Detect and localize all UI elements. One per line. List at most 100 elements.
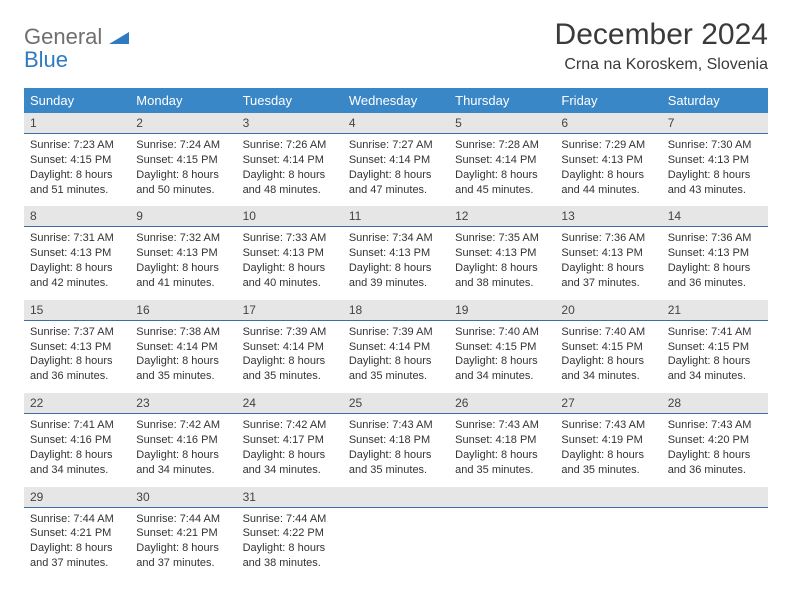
week-row: 1Sunrise: 7:23 AMSunset: 4:15 PMDaylight… bbox=[24, 113, 768, 206]
daylight-text: Daylight: 8 hours and 40 minutes. bbox=[243, 261, 337, 291]
sunset-text: Sunset: 4:15 PM bbox=[136, 153, 230, 168]
weekday-sunday: Sunday bbox=[24, 88, 130, 113]
sunrise-text: Sunrise: 7:42 AM bbox=[243, 418, 337, 433]
week-row: 8Sunrise: 7:31 AMSunset: 4:13 PMDaylight… bbox=[24, 206, 768, 299]
day-cell: 18Sunrise: 7:39 AMSunset: 4:14 PMDayligh… bbox=[343, 300, 449, 392]
sunrise-text: Sunrise: 7:44 AM bbox=[136, 512, 230, 527]
sunrise-text: Sunrise: 7:27 AM bbox=[349, 138, 443, 153]
sunset-text: Sunset: 4:13 PM bbox=[349, 246, 443, 261]
day-number: 6 bbox=[555, 113, 661, 134]
daylight-text: Daylight: 8 hours and 35 minutes. bbox=[243, 354, 337, 384]
day-info: Sunrise: 7:39 AMSunset: 4:14 PMDaylight:… bbox=[237, 321, 343, 392]
day-number: 7 bbox=[662, 113, 768, 134]
day-number: 5 bbox=[449, 113, 555, 134]
sunset-text: Sunset: 4:15 PM bbox=[455, 340, 549, 355]
day-info: Sunrise: 7:34 AMSunset: 4:13 PMDaylight:… bbox=[343, 227, 449, 298]
sunrise-text: Sunrise: 7:37 AM bbox=[30, 325, 124, 340]
page: General Blue December 2024 Crna na Koros… bbox=[0, 0, 792, 598]
daylight-text: Daylight: 8 hours and 35 minutes. bbox=[349, 354, 443, 384]
day-info: Sunrise: 7:24 AMSunset: 4:15 PMDaylight:… bbox=[130, 134, 236, 205]
day-info: Sunrise: 7:43 AMSunset: 4:20 PMDaylight:… bbox=[662, 414, 768, 485]
day-cell bbox=[343, 487, 449, 579]
day-cell: 6Sunrise: 7:29 AMSunset: 4:13 PMDaylight… bbox=[555, 113, 661, 205]
sunrise-text: Sunrise: 7:31 AM bbox=[30, 231, 124, 246]
sunrise-text: Sunrise: 7:40 AM bbox=[455, 325, 549, 340]
day-cell: 16Sunrise: 7:38 AMSunset: 4:14 PMDayligh… bbox=[130, 300, 236, 392]
daylight-text: Daylight: 8 hours and 34 minutes. bbox=[243, 448, 337, 478]
sunset-text: Sunset: 4:13 PM bbox=[561, 153, 655, 168]
daylight-text: Daylight: 8 hours and 43 minutes. bbox=[668, 168, 762, 198]
day-info: Sunrise: 7:40 AMSunset: 4:15 PMDaylight:… bbox=[449, 321, 555, 392]
day-info: Sunrise: 7:36 AMSunset: 4:13 PMDaylight:… bbox=[662, 227, 768, 298]
day-number bbox=[662, 487, 768, 508]
day-cell: 25Sunrise: 7:43 AMSunset: 4:18 PMDayligh… bbox=[343, 393, 449, 485]
day-cell: 9Sunrise: 7:32 AMSunset: 4:13 PMDaylight… bbox=[130, 206, 236, 298]
day-number: 27 bbox=[555, 393, 661, 414]
title-block: December 2024 Crna na Koroskem, Slovenia bbox=[555, 18, 768, 74]
sunset-text: Sunset: 4:13 PM bbox=[136, 246, 230, 261]
day-cell: 2Sunrise: 7:24 AMSunset: 4:15 PMDaylight… bbox=[130, 113, 236, 205]
day-cell: 1Sunrise: 7:23 AMSunset: 4:15 PMDaylight… bbox=[24, 113, 130, 205]
day-cell: 8Sunrise: 7:31 AMSunset: 4:13 PMDaylight… bbox=[24, 206, 130, 298]
sunrise-text: Sunrise: 7:34 AM bbox=[349, 231, 443, 246]
day-number bbox=[449, 487, 555, 508]
sunset-text: Sunset: 4:14 PM bbox=[455, 153, 549, 168]
sunset-text: Sunset: 4:14 PM bbox=[349, 153, 443, 168]
logo: General Blue bbox=[24, 18, 129, 72]
sunset-text: Sunset: 4:21 PM bbox=[30, 526, 124, 541]
sunrise-text: Sunrise: 7:38 AM bbox=[136, 325, 230, 340]
sunset-text: Sunset: 4:18 PM bbox=[349, 433, 443, 448]
sunset-text: Sunset: 4:16 PM bbox=[136, 433, 230, 448]
daylight-text: Daylight: 8 hours and 34 minutes. bbox=[668, 354, 762, 384]
daylight-text: Daylight: 8 hours and 45 minutes. bbox=[455, 168, 549, 198]
day-info: Sunrise: 7:41 AMSunset: 4:16 PMDaylight:… bbox=[24, 414, 130, 485]
daylight-text: Daylight: 8 hours and 51 minutes. bbox=[30, 168, 124, 198]
sunset-text: Sunset: 4:13 PM bbox=[561, 246, 655, 261]
day-number: 21 bbox=[662, 300, 768, 321]
weekday-wednesday: Wednesday bbox=[343, 88, 449, 113]
month-title: December 2024 bbox=[555, 18, 768, 52]
daylight-text: Daylight: 8 hours and 39 minutes. bbox=[349, 261, 443, 291]
daylight-text: Daylight: 8 hours and 35 minutes. bbox=[455, 448, 549, 478]
day-cell bbox=[449, 487, 555, 579]
week-row: 29Sunrise: 7:44 AMSunset: 4:21 PMDayligh… bbox=[24, 487, 768, 580]
day-info bbox=[343, 508, 449, 564]
day-number: 16 bbox=[130, 300, 236, 321]
sunset-text: Sunset: 4:15 PM bbox=[30, 153, 124, 168]
daylight-text: Daylight: 8 hours and 36 minutes. bbox=[30, 354, 124, 384]
sunrise-text: Sunrise: 7:43 AM bbox=[561, 418, 655, 433]
day-cell: 23Sunrise: 7:42 AMSunset: 4:16 PMDayligh… bbox=[130, 393, 236, 485]
day-info: Sunrise: 7:43 AMSunset: 4:18 PMDaylight:… bbox=[449, 414, 555, 485]
sunrise-text: Sunrise: 7:24 AM bbox=[136, 138, 230, 153]
day-info: Sunrise: 7:30 AMSunset: 4:13 PMDaylight:… bbox=[662, 134, 768, 205]
week-row: 15Sunrise: 7:37 AMSunset: 4:13 PMDayligh… bbox=[24, 300, 768, 393]
daylight-text: Daylight: 8 hours and 34 minutes. bbox=[561, 354, 655, 384]
day-cell: 31Sunrise: 7:44 AMSunset: 4:22 PMDayligh… bbox=[237, 487, 343, 579]
day-cell: 20Sunrise: 7:40 AMSunset: 4:15 PMDayligh… bbox=[555, 300, 661, 392]
daylight-text: Daylight: 8 hours and 34 minutes. bbox=[136, 448, 230, 478]
sunrise-text: Sunrise: 7:36 AM bbox=[668, 231, 762, 246]
day-cell: 15Sunrise: 7:37 AMSunset: 4:13 PMDayligh… bbox=[24, 300, 130, 392]
day-cell: 19Sunrise: 7:40 AMSunset: 4:15 PMDayligh… bbox=[449, 300, 555, 392]
daylight-text: Daylight: 8 hours and 35 minutes. bbox=[561, 448, 655, 478]
day-cell: 13Sunrise: 7:36 AMSunset: 4:13 PMDayligh… bbox=[555, 206, 661, 298]
day-number: 3 bbox=[237, 113, 343, 134]
sunrise-text: Sunrise: 7:41 AM bbox=[30, 418, 124, 433]
day-cell bbox=[662, 487, 768, 579]
week-row: 22Sunrise: 7:41 AMSunset: 4:16 PMDayligh… bbox=[24, 393, 768, 486]
sunset-text: Sunset: 4:18 PM bbox=[455, 433, 549, 448]
day-number: 15 bbox=[24, 300, 130, 321]
day-number: 17 bbox=[237, 300, 343, 321]
day-info: Sunrise: 7:44 AMSunset: 4:21 PMDaylight:… bbox=[130, 508, 236, 579]
day-number: 4 bbox=[343, 113, 449, 134]
day-cell: 27Sunrise: 7:43 AMSunset: 4:19 PMDayligh… bbox=[555, 393, 661, 485]
sunrise-text: Sunrise: 7:26 AM bbox=[243, 138, 337, 153]
day-cell: 29Sunrise: 7:44 AMSunset: 4:21 PMDayligh… bbox=[24, 487, 130, 579]
weekday-saturday: Saturday bbox=[662, 88, 768, 113]
day-number: 31 bbox=[237, 487, 343, 508]
day-info: Sunrise: 7:40 AMSunset: 4:15 PMDaylight:… bbox=[555, 321, 661, 392]
weekday-monday: Monday bbox=[130, 88, 236, 113]
daylight-text: Daylight: 8 hours and 37 minutes. bbox=[136, 541, 230, 571]
day-number: 23 bbox=[130, 393, 236, 414]
day-number bbox=[343, 487, 449, 508]
